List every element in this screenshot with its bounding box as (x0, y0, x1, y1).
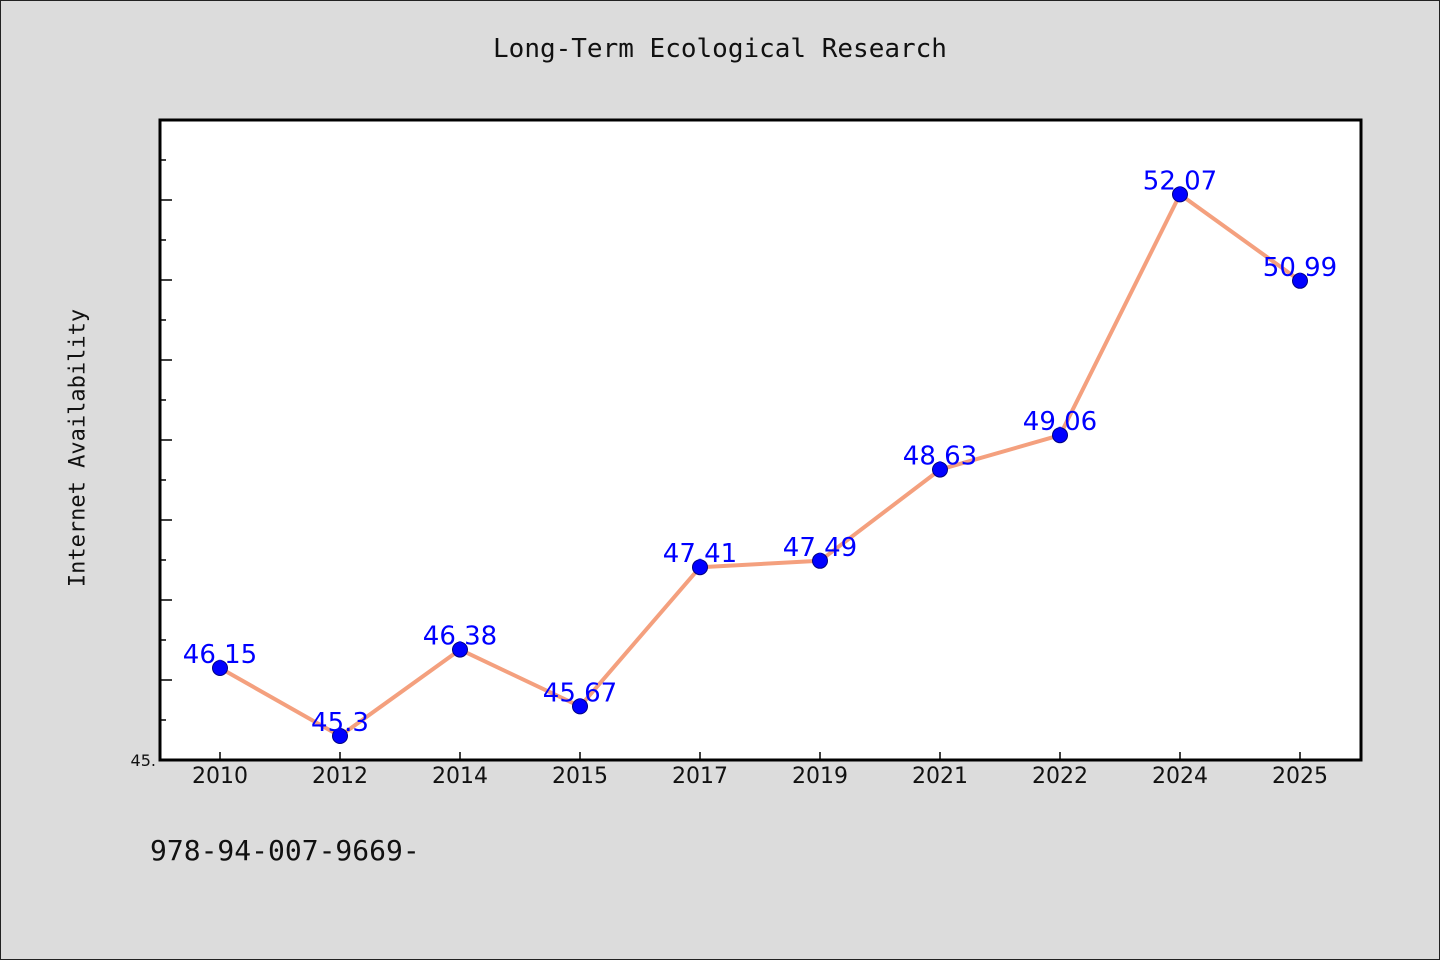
series-group: 46.15 45.3 46.38 45.67 47.41 47.49 48.63 49.06 5… (183, 166, 1337, 744)
x-tick-label: 2012 (312, 764, 368, 789)
x-axis-ticks: 2010 2012 2014 2015 2017 2019 2021 2022 2024 2025 (192, 752, 1328, 789)
data-label: 48.63 (903, 442, 977, 472)
plot-area (158, 118, 1363, 762)
x-tick-label: 2019 (792, 764, 848, 789)
data-point (812, 552, 828, 569)
data-point (452, 641, 468, 658)
data-label: 46.15 (183, 640, 257, 670)
data-point (572, 698, 588, 715)
data-label: 46.38 (423, 622, 497, 652)
x-tick-label: 2014 (432, 764, 488, 789)
data-label: 47.49 (783, 533, 857, 563)
data-label: 45.67 (543, 678, 617, 708)
data-point (932, 461, 948, 478)
x-tick-label: 2025 (1272, 764, 1328, 789)
x-tick-label: 2024 (1152, 764, 1208, 789)
footer-code: 978-94-007-9669- (150, 834, 420, 867)
data-point (212, 660, 228, 676)
data-point (1052, 427, 1068, 444)
data-point (332, 728, 348, 744)
y-axis-ticks: 45. (131, 159, 172, 770)
data-label: 45.3 (311, 708, 369, 738)
y-tick-label: 45. (131, 751, 156, 770)
x-tick-label: 2021 (912, 764, 968, 789)
data-label: 49.06 (1023, 407, 1097, 437)
data-point (692, 559, 708, 576)
data-label: 50.99 (1263, 253, 1337, 283)
data-point (1172, 186, 1188, 203)
series-line (219, 192, 1302, 738)
x-tick-label: 2017 (672, 764, 728, 789)
x-tick-label: 2022 (1032, 764, 1088, 789)
x-tick-label: 2015 (552, 764, 608, 789)
data-point (1292, 272, 1308, 289)
data-label: 52.07 (1143, 166, 1217, 196)
x-tick-label: 2010 (192, 764, 248, 789)
data-label: 47.41 (663, 539, 737, 569)
chart-title: Long-Term Ecological Research (493, 34, 947, 64)
